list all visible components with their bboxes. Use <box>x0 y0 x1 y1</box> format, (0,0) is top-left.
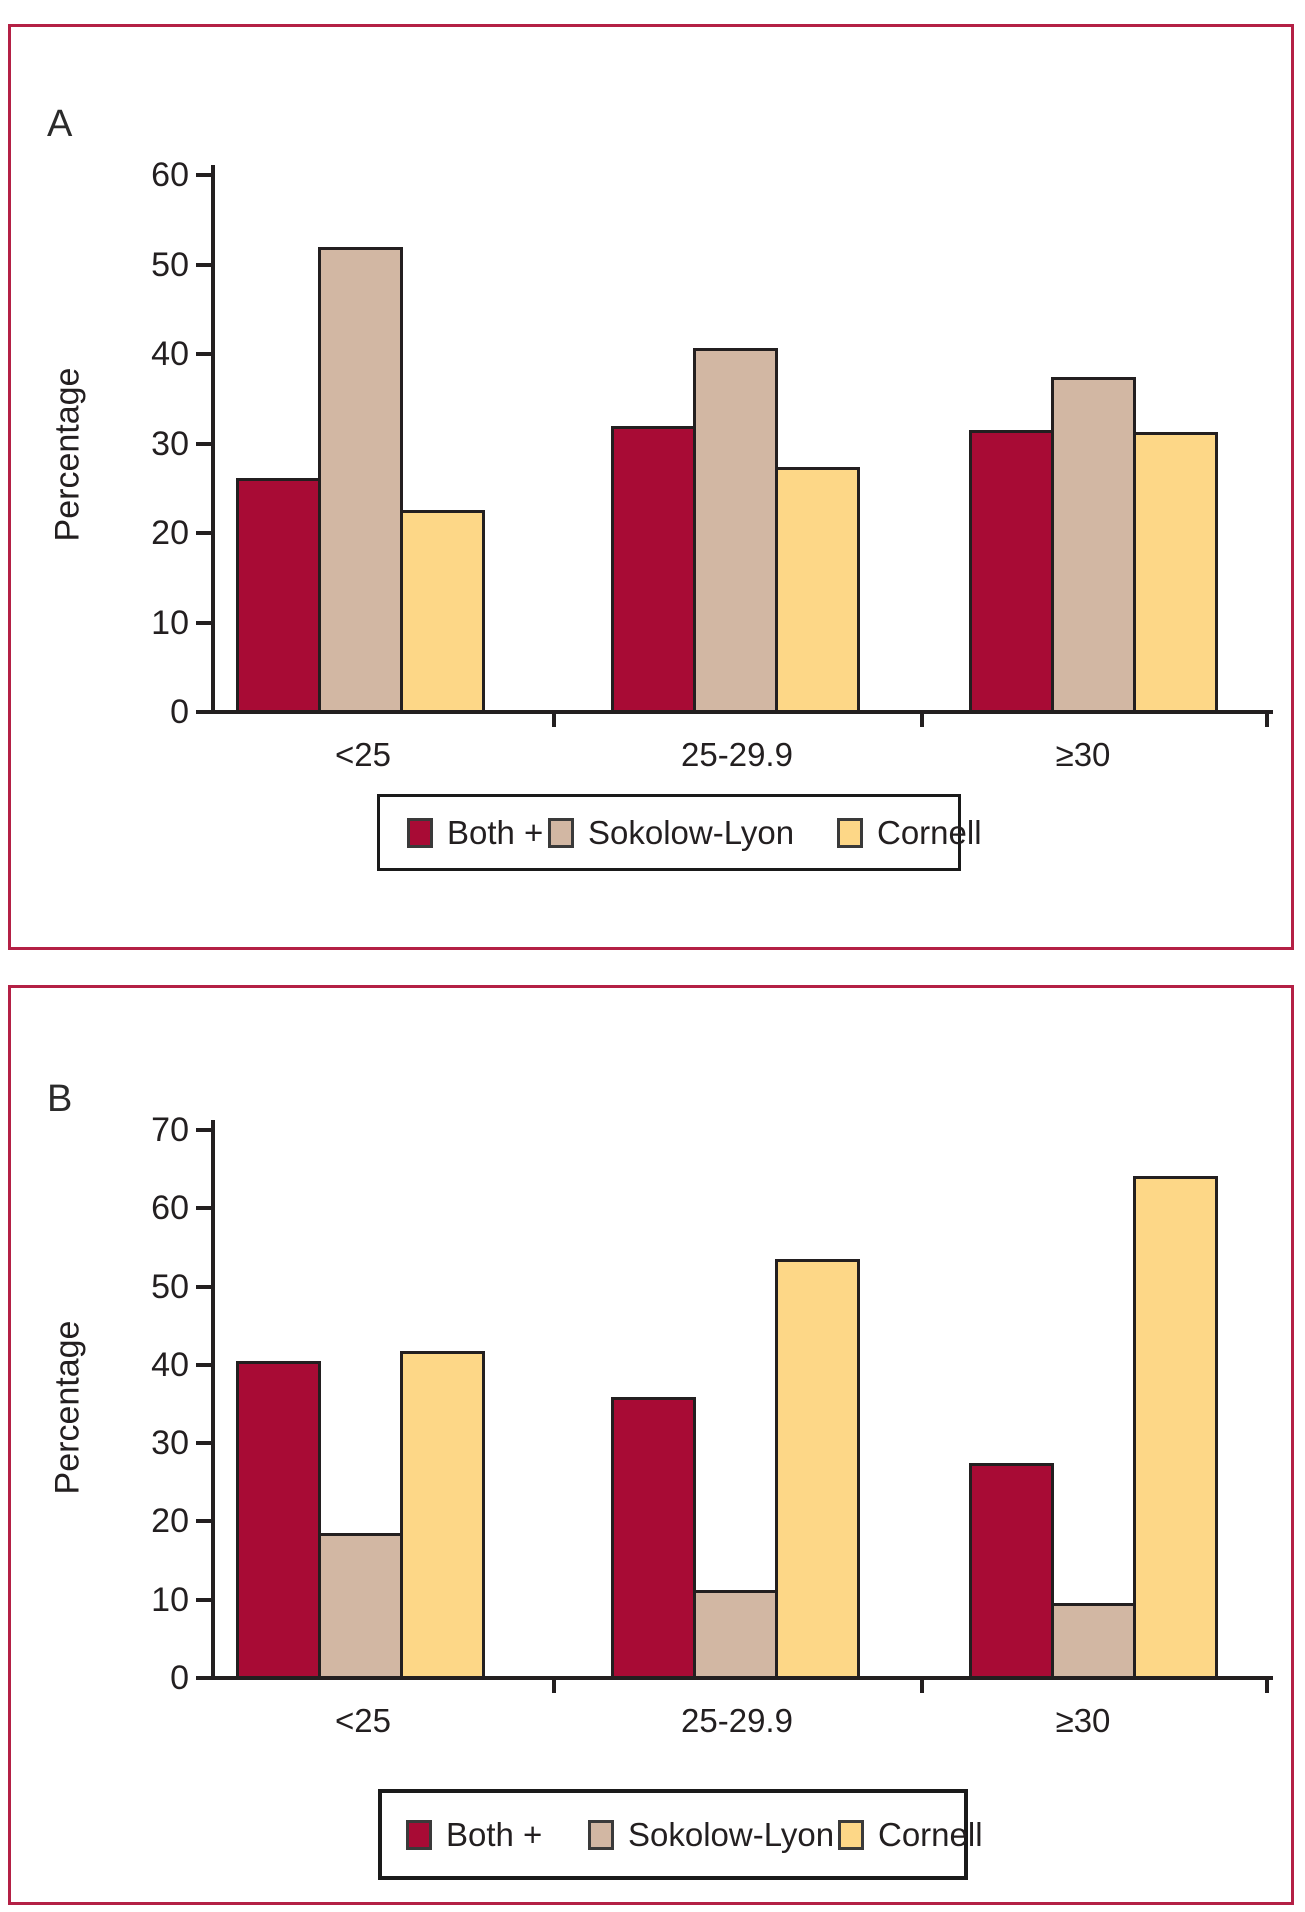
bar-sokolow-lyon <box>318 1533 403 1679</box>
y-axis-tick <box>196 441 211 446</box>
plot-area-a: 0 10 20 30 40 50 60 <25 25-29.9 ≥30 <box>11 27 1291 947</box>
y-axis-tick-label: 30 <box>151 1424 189 1463</box>
x-axis-line <box>211 1676 1273 1680</box>
bar-cornell <box>1133 432 1218 713</box>
x-axis-tick <box>552 1680 556 1693</box>
legend-label: Cornell <box>878 1815 983 1853</box>
legend-item: Both + <box>407 797 543 868</box>
panel-a: A Percentage 0 10 20 30 40 50 60 <25 25-29.9 ≥30 … <box>8 24 1294 950</box>
plot-area-b: 0 10 20 30 40 50 60 70 <25 25-29.9 ≥30 <box>11 988 1291 1902</box>
legend-b: Both + Sokolow-Lyon Cornell <box>378 1789 983 1880</box>
bar-cornell <box>400 510 485 713</box>
y-axis-tick-label: 20 <box>151 1502 189 1541</box>
bar-cornell <box>775 1259 860 1679</box>
bar-both <box>236 1361 321 1679</box>
bar-both <box>969 430 1054 713</box>
legend-item: Sokolow-Lyon <box>588 1793 834 1876</box>
legend-label: Both + <box>446 1815 543 1853</box>
x-axis-category-label: 25-29.9 <box>681 1702 793 1739</box>
sokolow-lyon-swatch <box>548 817 574 848</box>
bar-sokolow-lyon <box>1051 1603 1136 1679</box>
y-axis-tick-label: 20 <box>151 514 189 552</box>
bar-cornell <box>400 1351 485 1679</box>
x-axis-category-label: ≥30 <box>1055 1702 1111 1739</box>
legend-item: Sokolow-Lyon <box>548 797 794 868</box>
y-axis-tick-label: 30 <box>151 424 189 463</box>
cornell-swatch <box>837 817 863 848</box>
y-axis-tick-label: 0 <box>170 693 189 731</box>
y-axis-tick-label: 50 <box>151 1267 189 1306</box>
y-axis-tick <box>196 1597 211 1602</box>
x-axis-tick <box>1265 714 1269 727</box>
y-axis-tick <box>196 1362 211 1367</box>
bar-both <box>611 1397 696 1679</box>
y-axis-tick-label: 40 <box>151 1345 189 1384</box>
y-axis-tick <box>196 1127 211 1132</box>
x-axis-category-label: <25 <box>335 1702 391 1739</box>
both-plus-swatch <box>407 817 433 848</box>
bar-both <box>611 426 696 713</box>
panel-a-label: A <box>47 103 73 145</box>
x-axis-category-label: <25 <box>335 736 391 773</box>
panel-b-label: B <box>47 1078 73 1120</box>
legend-label: Both + <box>447 813 544 851</box>
y-axis-tick-label: 70 <box>151 1110 189 1149</box>
y-axis-tick <box>196 262 211 267</box>
bar-cornell <box>1133 1176 1218 1679</box>
y-axis-tick <box>196 710 211 714</box>
y-axis-tick-label: 50 <box>151 245 189 284</box>
bar-both <box>236 478 321 713</box>
bar-sokolow-lyon <box>693 348 778 713</box>
y-axis-tick <box>196 173 211 177</box>
y-axis-tick <box>196 1441 211 1446</box>
y-axis-tick <box>196 531 211 535</box>
y-axis-tick-label: 10 <box>151 603 189 642</box>
legend-item: Cornell <box>837 797 982 868</box>
legend-item: Cornell <box>838 1793 983 1876</box>
x-axis-line <box>211 710 1273 714</box>
y-axis-tick <box>196 1206 211 1211</box>
y-axis-tick-label: 60 <box>151 156 189 194</box>
y-axis-tick-label: 0 <box>170 1659 189 1697</box>
y-axis-tick-label: 40 <box>151 335 189 373</box>
bar-sokolow-lyon <box>1051 377 1136 713</box>
bar-cornell <box>775 467 860 713</box>
legend-a: Both + Sokolow-Lyon Cornell <box>377 794 982 871</box>
y-axis-line <box>211 165 215 714</box>
bar-sokolow-lyon <box>693 1590 778 1679</box>
y-axis-line <box>211 1119 215 1680</box>
x-axis-tick <box>920 1680 924 1693</box>
cornell-swatch <box>838 1819 864 1850</box>
legend-label: Sokolow-Lyon <box>628 1815 835 1853</box>
bar-sokolow-lyon <box>318 247 403 713</box>
legend-label: Cornell <box>877 813 982 851</box>
y-axis-tick-label: 60 <box>151 1189 189 1228</box>
y-axis-tick <box>196 620 211 625</box>
both-plus-swatch <box>406 1819 432 1850</box>
legend-label: Sokolow-Lyon <box>588 813 795 851</box>
x-axis-tick <box>552 714 556 727</box>
y-axis-tick <box>196 1676 211 1680</box>
sokolow-lyon-swatch <box>588 1819 614 1850</box>
y-axis-tick-label: 10 <box>151 1580 189 1619</box>
bar-both <box>969 1463 1054 1679</box>
y-axis-tick <box>196 1284 211 1289</box>
legend-item: Both + <box>406 1793 542 1876</box>
x-axis-category-label: 25-29.9 <box>681 736 793 773</box>
x-axis-category-label: ≥30 <box>1055 736 1111 773</box>
x-axis-tick <box>1265 1680 1269 1693</box>
y-axis-tick <box>196 1519 211 1524</box>
y-axis-tick <box>196 352 211 356</box>
panel-b: B Percentage 0 10 20 30 40 50 60 70 <25 25-29.9 ≥3… <box>8 985 1294 1905</box>
x-axis-tick <box>920 714 924 727</box>
